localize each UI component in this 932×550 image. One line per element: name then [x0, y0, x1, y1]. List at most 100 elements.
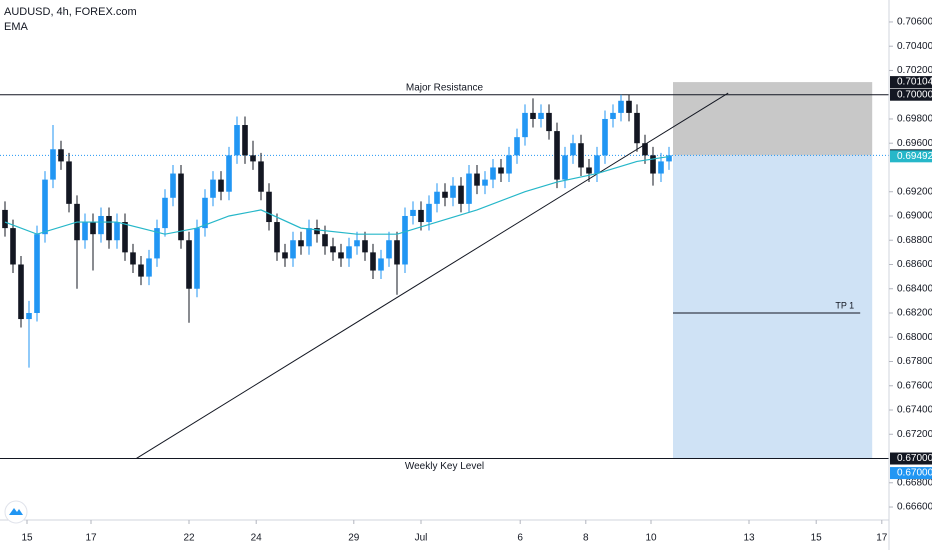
candle-body	[546, 112, 552, 132]
candle-body	[210, 179, 216, 198]
x-tick-label: 22	[183, 533, 195, 544]
x-tick-label: 15	[811, 533, 823, 544]
candle-body	[602, 118, 608, 156]
candle-body	[466, 173, 472, 204]
candle-body	[578, 143, 584, 168]
candle-body	[634, 112, 640, 144]
y-tick-label: 0.68400	[897, 283, 932, 294]
candle-body	[530, 112, 536, 119]
x-tick-label: 17	[85, 533, 97, 544]
candle-body	[514, 137, 520, 156]
y-tick-label: 0.69000	[897, 211, 932, 222]
plot-area: TP 1 Major Resistance Weekly Key Level	[0, 82, 889, 472]
candle-body	[298, 240, 304, 247]
candle-body	[282, 252, 288, 259]
x-tick-label: 6	[517, 533, 523, 544]
candle-body	[626, 100, 632, 113]
x-tick-label: 13	[743, 533, 755, 544]
y-tick-label: 0.67800	[897, 356, 932, 367]
candle-body	[490, 167, 496, 180]
price-label-box	[890, 76, 932, 89]
candle-body	[610, 112, 616, 119]
candle-body	[290, 240, 296, 259]
candle-body	[506, 155, 512, 174]
candle-body	[242, 125, 248, 156]
candle-body	[586, 167, 592, 174]
candle-body	[202, 197, 208, 229]
level-label: Major Resistance	[406, 82, 484, 93]
candle-body	[34, 234, 40, 313]
candle-body	[306, 228, 312, 247]
candle-body	[402, 215, 408, 265]
y-tick-label: 0.68200	[897, 308, 932, 319]
candle-body	[378, 258, 384, 271]
x-tick-label: Jul	[415, 533, 428, 544]
x-tick-label: 24	[251, 533, 263, 544]
candle-body	[354, 240, 360, 247]
candle-body	[98, 215, 104, 235]
candle-body	[570, 143, 576, 156]
candle-body	[386, 240, 392, 259]
candle-body	[482, 179, 488, 186]
candle-body	[250, 155, 256, 162]
y-tick-label: 0.68000	[897, 332, 932, 343]
candle-body	[450, 185, 456, 198]
indicator-name: EMA	[4, 21, 29, 33]
candle-body	[178, 173, 184, 241]
candle-body	[346, 246, 352, 259]
candle-body	[218, 179, 224, 192]
candle-body	[154, 228, 160, 259]
candle-body	[562, 155, 568, 180]
candle-body	[522, 112, 528, 138]
candle-body	[234, 125, 240, 156]
candle-body	[186, 240, 192, 289]
candle-body	[42, 179, 48, 235]
price-label: 0.69492	[897, 151, 932, 162]
price-label: 0.70104	[897, 77, 932, 88]
stop-zone	[673, 82, 873, 156]
candle-body	[410, 209, 416, 216]
candle-body	[474, 173, 480, 186]
candle-body	[362, 240, 368, 253]
candle-body	[2, 209, 8, 229]
candle-body	[314, 228, 320, 235]
candle-body	[274, 222, 280, 253]
price-label: 0.70000	[897, 89, 932, 100]
candle-body	[642, 143, 648, 156]
trendline	[135, 92, 729, 459]
candle-body	[58, 149, 64, 162]
candle-body	[370, 252, 376, 271]
y-tick-label: 0.70400	[897, 41, 932, 52]
candle-body	[442, 191, 448, 198]
x-tick-label: 29	[348, 533, 360, 544]
y-tick-label: 0.70200	[897, 65, 932, 76]
candle-body	[226, 155, 232, 192]
target-zone	[673, 155, 873, 459]
candle-body	[122, 222, 128, 253]
price-label-box	[890, 467, 932, 480]
candle-body	[18, 264, 24, 320]
candle-body	[90, 222, 96, 235]
candle-body	[258, 161, 264, 192]
candle-body	[658, 161, 664, 174]
candle-body	[666, 155, 672, 162]
candle-body	[162, 197, 168, 229]
price-label-box	[890, 150, 932, 163]
level-label: Weekly Key Level	[405, 461, 484, 472]
candle-body	[266, 191, 272, 223]
ema-line	[4, 155, 670, 235]
y-tick-label: 0.69600	[897, 138, 932, 149]
candle-body	[554, 131, 560, 180]
candle-body	[394, 240, 400, 265]
candle-body	[538, 112, 544, 119]
y-tick-label: 0.67400	[897, 405, 932, 416]
candle-body	[434, 191, 440, 204]
price-label: 0.67000	[897, 453, 932, 464]
tp-label: TP 1	[835, 300, 854, 310]
y-tick-label: 0.68600	[897, 259, 932, 270]
x-tick-label: 8	[583, 533, 589, 544]
candle-body	[338, 252, 344, 259]
x-tick-label: 17	[876, 533, 888, 544]
candle-body	[330, 246, 336, 253]
